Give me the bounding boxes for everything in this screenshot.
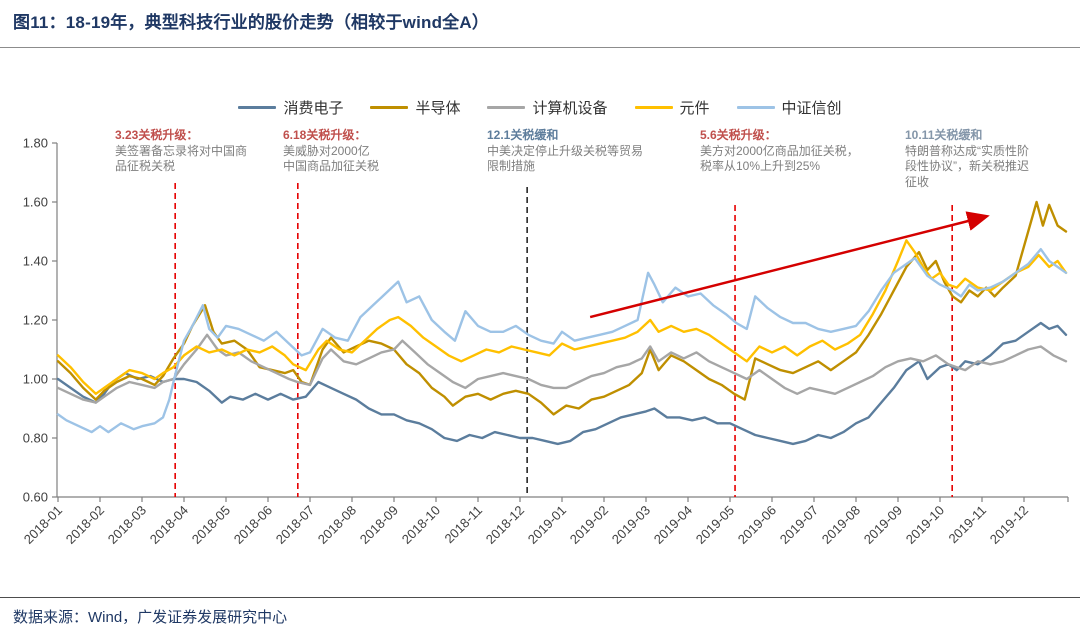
legend-line-swatch: [634, 106, 673, 109]
event-annotation-body: 美方对2000亿商品加征关税， 税率从10%上升到25%: [700, 143, 859, 174]
x-tick-label: 2019-01: [525, 503, 569, 547]
x-tick-label: 2018-12: [483, 503, 527, 547]
x-tick-label: 2019-03: [609, 503, 653, 547]
x-tick-label: 2018-05: [189, 503, 233, 547]
x-tick-label: 2018-02: [63, 503, 107, 547]
x-tick-label: 2018-04: [147, 503, 191, 547]
legend-item-label: 半导体: [415, 100, 461, 117]
legend-line-swatch: [238, 106, 277, 109]
legend-item: 消费电子: [238, 97, 343, 118]
series-line: [56, 200, 1068, 416]
x-tick-label: 2019-09: [861, 503, 905, 547]
figure-title: 图11：18-19年，典型科技行业的股价走势（相较于wind全A）: [13, 13, 490, 32]
event-annotation-title: 6.18关税升级：: [283, 128, 367, 142]
x-tick-label: 2018-07: [273, 503, 317, 547]
title-divider: [0, 47, 1080, 48]
x-tick-label: 2019-05: [693, 503, 737, 547]
event-annotation: 6.18关税升级： 美威胁对2000亿 中国商品加征关税: [283, 128, 403, 175]
chart-legend: 消费电子 半导体 计算机设备 元件 中证信创: [0, 97, 1080, 118]
x-tick-label: 2019-12: [987, 503, 1031, 547]
event-annotation: 5.6关税升级： 美方对2000亿商品加征关税， 税率从10%上升到25%: [700, 128, 874, 175]
x-tick-label: 2019-04: [651, 503, 695, 547]
x-tick-label: 2019-06: [735, 503, 779, 547]
event-annotation-title: 3.23关税升级：: [115, 128, 199, 142]
x-tick-label: 2018-08: [315, 503, 359, 547]
x-tick-label: 2018-09: [357, 503, 401, 547]
event-annotation: 10.11关税缓和 特朗普称达成“实质性阶 段性协议”，新关税推迟 征收: [905, 128, 1057, 190]
legend-item-label: 消费电子: [283, 100, 344, 117]
series-line: [56, 247, 1068, 434]
legend-line-swatch: [736, 106, 775, 109]
price-relative-line-chart: 1.80 1.60 1.40 1.20 1.00 0.80 0.60 2018-01 2018-…: [21, 128, 1069, 547]
y-tick-label: 1.60: [23, 195, 48, 210]
event-annotation-body: 特朗普称达成“实质性阶 段性协议”，新关税推迟 征收: [905, 143, 1029, 189]
footer-divider: [0, 597, 1080, 598]
x-tick-label: 2019-07: [777, 503, 821, 547]
y-tick-label: 1.80: [23, 136, 48, 151]
x-tick-label: 2019-02: [567, 503, 611, 547]
data-source-note: 数据来源：Wind，广发证券发展研究中心: [13, 609, 288, 626]
event-annotation-title: 5.6关税升级：: [700, 128, 777, 142]
y-tick-label: 0.60: [23, 490, 48, 505]
y-tick-label: 1.40: [23, 254, 48, 269]
legend-line-swatch: [370, 106, 409, 109]
x-tick-label: 2018-01: [21, 503, 65, 547]
x-tick-label: 2019-08: [819, 503, 863, 547]
event-annotation: 3.23关税升级： 美签署备忘录将对中国商 品征税关税: [115, 128, 257, 175]
legend-item: 计算机设备: [487, 97, 608, 118]
x-tick-label: 2018-11: [441, 503, 485, 547]
event-annotation-body: 美威胁对2000亿 中国商品加征关税: [283, 143, 380, 174]
event-annotation: 12.1关税缓和 中美决定停止升级关税等贸易 限制措施: [487, 128, 657, 175]
legend-item-label: 计算机设备: [532, 100, 608, 117]
series-line: [56, 321, 1068, 446]
event-annotation-title: 12.1关税缓和: [487, 128, 559, 142]
x-tick-label: 2018-10: [399, 503, 443, 547]
y-tick-label: 1.20: [23, 313, 48, 328]
y-tick-label: 0.80: [23, 431, 48, 446]
event-annotation-body: 美签署备忘录将对中国商 品征税关税: [115, 143, 248, 174]
legend-item-label: 中证信创: [781, 100, 842, 117]
legend-line-swatch: [487, 106, 526, 109]
legend-item-label: 元件: [679, 100, 710, 117]
series-line: [56, 239, 1068, 395]
x-tick-label: 2019-10: [903, 503, 947, 547]
legend-item: 元件: [634, 97, 710, 118]
x-tick-label: 2019-11: [945, 503, 989, 547]
chart-canvas: 1.801.601.401.201.000.800.602018-012018-…: [21, 136, 1069, 547]
x-tick-label: 2018-06: [231, 503, 275, 547]
y-tick-label: 1.00: [23, 372, 48, 387]
event-annotation-body: 中美决定停止升级关税等贸易 限制措施: [487, 143, 644, 174]
legend-item: 半导体: [370, 97, 460, 118]
event-annotation-title: 10.11关税缓和: [905, 128, 983, 142]
legend-item: 中证信创: [736, 97, 842, 118]
x-tick-label: 2018-03: [105, 503, 149, 547]
trend-arrow: [589, 211, 990, 319]
